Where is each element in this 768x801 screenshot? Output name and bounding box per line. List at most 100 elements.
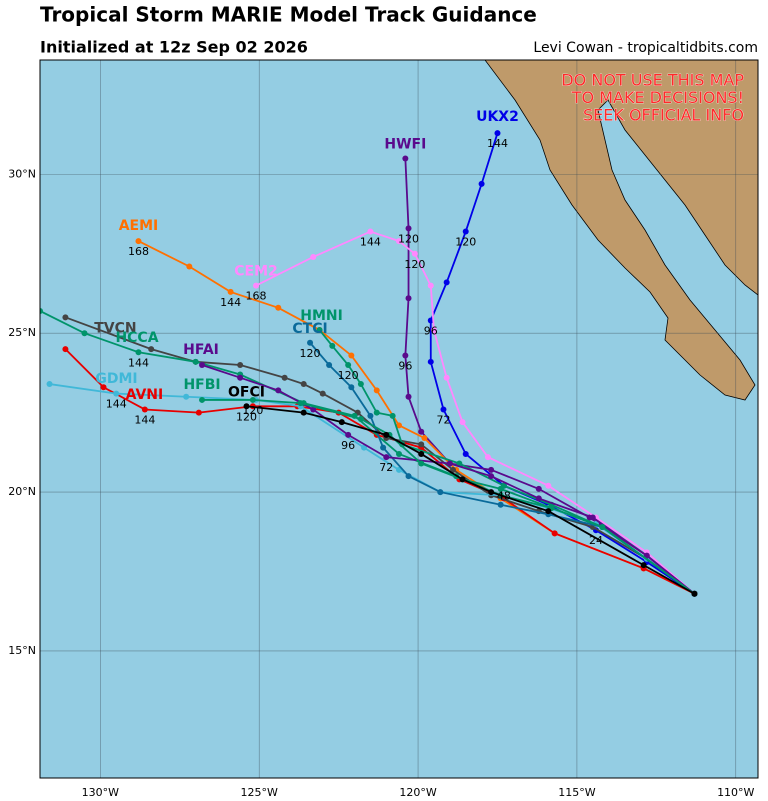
track-point <box>199 361 206 368</box>
track-point <box>551 530 558 537</box>
track-point <box>440 406 447 413</box>
track-point <box>443 374 450 381</box>
track-point <box>249 396 256 403</box>
track-point <box>405 225 412 232</box>
track-point <box>494 130 501 137</box>
track-point <box>484 454 491 461</box>
track-point <box>488 489 495 496</box>
forecast-hour: 24 <box>589 534 603 547</box>
plot-area <box>40 60 758 778</box>
track-point <box>300 381 307 388</box>
x-tick-label: 130°W <box>82 786 119 799</box>
track-point <box>427 282 434 289</box>
track-point <box>348 384 355 391</box>
track-point <box>345 361 352 368</box>
track-point <box>462 228 469 235</box>
forecast-hour: 120 <box>242 404 263 417</box>
track-point <box>380 444 387 451</box>
track-point <box>373 409 380 416</box>
track-point <box>430 327 437 334</box>
track-point <box>357 381 364 388</box>
track-point <box>100 384 107 391</box>
track-point <box>275 304 282 311</box>
track-point <box>319 390 326 397</box>
x-tick-label: 120°W <box>399 786 436 799</box>
track-point <box>195 409 202 416</box>
track-point <box>389 412 396 419</box>
x-tick-label: 115°W <box>558 786 595 799</box>
forecast-hour: 120 <box>404 258 425 271</box>
track-point <box>427 358 434 365</box>
track-point <box>237 374 244 381</box>
forecast-hour: 144 <box>106 398 127 411</box>
track-point <box>535 485 542 492</box>
track-point <box>361 444 368 451</box>
track-point <box>275 387 282 394</box>
forecast-hour: 144 <box>360 236 381 249</box>
track-point <box>405 473 412 480</box>
model-name: HMNI <box>300 308 343 324</box>
model-name: GDMI <box>95 371 137 387</box>
forecast-hour: 96 <box>341 439 355 452</box>
forecast-hour: 144 <box>220 296 241 309</box>
track-point <box>141 406 148 413</box>
track-point <box>459 476 466 483</box>
track-point <box>183 393 190 400</box>
track-point <box>402 155 409 162</box>
track-point <box>450 466 457 473</box>
x-tick-label: 110°W <box>717 786 754 799</box>
track-point <box>418 441 425 448</box>
warning-text: DO NOT USE THIS MAP <box>561 71 744 90</box>
track-point <box>310 253 317 260</box>
forecast-hour: 144 <box>134 413 155 426</box>
forecast-hour: 120 <box>338 369 359 382</box>
track-point <box>589 514 596 521</box>
track-point <box>383 454 390 461</box>
model-track <box>255 230 696 595</box>
track-point <box>329 342 336 349</box>
track-point <box>418 450 425 457</box>
y-tick-label: 25°N <box>8 326 36 339</box>
model-name: HFBI <box>183 377 220 393</box>
track-point <box>456 460 463 467</box>
track-point <box>497 501 504 508</box>
track-point <box>373 387 380 394</box>
track-point <box>535 495 542 502</box>
track-point <box>599 524 606 531</box>
track-point <box>488 466 495 473</box>
forecast-hour: 72 <box>436 413 450 426</box>
track-point <box>497 485 504 492</box>
model-name: HWFI <box>384 136 426 152</box>
track-point <box>46 381 53 388</box>
track-point <box>383 431 390 438</box>
frame <box>39 59 759 779</box>
track-point <box>405 295 412 302</box>
track-point <box>402 352 409 359</box>
track-point <box>243 403 250 410</box>
model-track <box>404 158 696 595</box>
track-point <box>135 238 142 245</box>
track-point <box>338 419 345 426</box>
track-point <box>459 419 466 426</box>
track-point <box>62 346 69 353</box>
track-point <box>691 590 698 597</box>
track-point <box>437 489 444 496</box>
model-name: HFAI <box>183 342 219 358</box>
track-point <box>307 339 314 346</box>
model-name: CEM2 <box>234 264 278 280</box>
forecast-hour: 120 <box>455 236 476 249</box>
track-point <box>199 396 206 403</box>
model-track <box>64 348 695 595</box>
y-tick-label: 30°N <box>8 167 36 180</box>
forecast-hour: 96 <box>398 359 412 372</box>
model-track <box>246 405 695 595</box>
track-point <box>62 314 69 321</box>
track-point <box>640 562 647 569</box>
forecast-hour: 72 <box>379 461 393 474</box>
credit: Levi Cowan - tropicaltidbits.com <box>533 40 758 56</box>
track-point <box>396 450 402 457</box>
track-point <box>418 460 425 467</box>
model-name: UKX2 <box>476 109 519 125</box>
track-point <box>443 279 450 286</box>
track-point <box>418 428 425 435</box>
